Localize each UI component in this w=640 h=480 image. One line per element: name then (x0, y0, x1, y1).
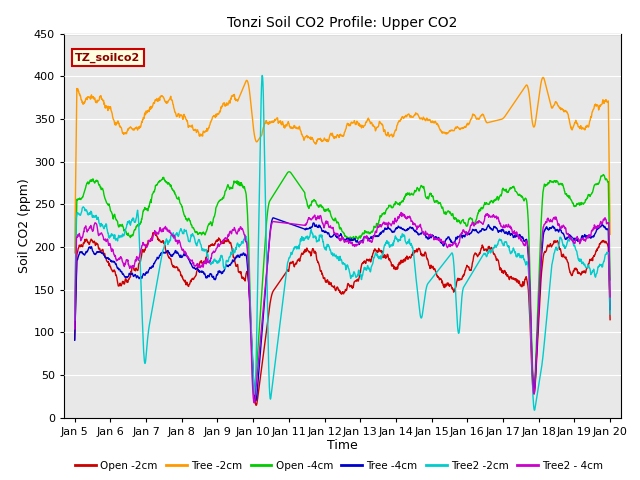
Legend: Open -2cm, Tree -2cm, Open -4cm, Tree -4cm, Tree2 -2cm, Tree2 - 4cm: Open -2cm, Tree -2cm, Open -4cm, Tree -4… (71, 456, 607, 475)
X-axis label: Time: Time (327, 439, 358, 453)
Y-axis label: Soil CO2 (ppm): Soil CO2 (ppm) (18, 178, 31, 273)
Text: TZ_soilco2: TZ_soilco2 (75, 53, 140, 63)
Title: Tonzi Soil CO2 Profile: Upper CO2: Tonzi Soil CO2 Profile: Upper CO2 (227, 16, 458, 30)
